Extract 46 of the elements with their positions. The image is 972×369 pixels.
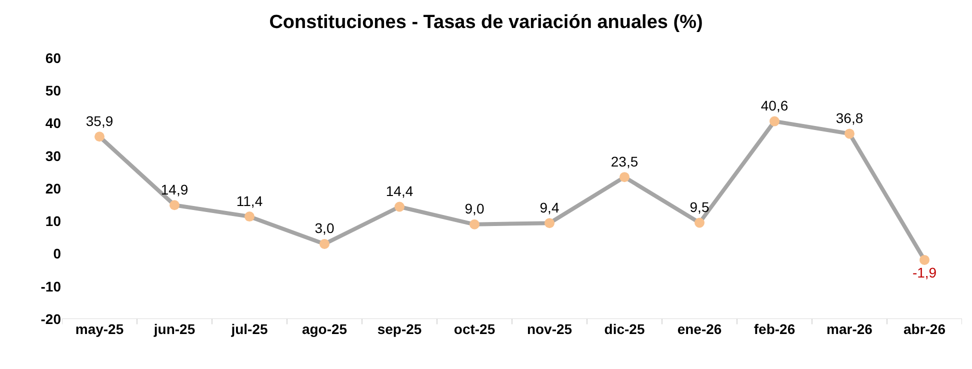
point	[170, 200, 180, 210]
x-tick-label: jul-25	[230, 321, 268, 337]
data-label: 35,9	[86, 112, 114, 129]
x-tick-label: nov-25	[526, 321, 572, 337]
x-tick-label: dic-25	[604, 321, 645, 337]
x-tick-label: feb-26	[754, 321, 796, 337]
x-tick-label: jun-25	[152, 321, 196, 337]
y-tick-label: -20	[40, 310, 62, 327]
data-label: 3,0	[314, 220, 334, 236]
point	[394, 202, 404, 212]
data-label: 9,4	[540, 199, 560, 216]
y-tick-label: -10	[40, 278, 62, 294]
data-label: 9,5	[690, 199, 710, 216]
y-tick-label: 50	[45, 82, 62, 99]
data-label: 11,4	[236, 192, 263, 209]
x-tick-label: sep-25	[377, 321, 422, 337]
point	[544, 218, 554, 228]
y-tick-label: 20	[45, 180, 62, 196]
data-label: 14,9	[160, 181, 188, 198]
point	[244, 212, 254, 222]
data-label: 23,5	[610, 153, 638, 170]
point	[694, 218, 704, 228]
y-tick-label: 0	[53, 246, 62, 262]
x-tick-label: oct-25	[454, 321, 496, 337]
data-label: 40,6	[760, 98, 788, 114]
data-label: 9,0	[464, 200, 484, 217]
point	[920, 254, 930, 265]
point	[620, 172, 630, 182]
point	[94, 132, 104, 142]
y-tick-label: 30	[45, 148, 62, 164]
x-tick-label: abr-26	[903, 321, 946, 337]
point	[320, 238, 330, 249]
point	[470, 219, 480, 230]
chart-title: Constituciones - Tasas de variación anuales (%)	[269, 12, 703, 34]
x-tick-label: ago-25	[302, 321, 348, 337]
x-tick-label: ene-26	[677, 321, 722, 337]
point	[770, 116, 780, 126]
y-tick-label: 60	[45, 50, 62, 66]
data-label: 14,4	[386, 183, 414, 200]
data-label: 36,8	[836, 110, 864, 126]
data-label: -1,9	[912, 264, 937, 281]
x-tick-label: may-25	[75, 321, 124, 337]
point	[844, 128, 854, 139]
x-tick-label: mar-26	[826, 321, 873, 337]
y-tick-label: 10	[45, 213, 62, 230]
y-tick-label: 40	[45, 115, 62, 132]
